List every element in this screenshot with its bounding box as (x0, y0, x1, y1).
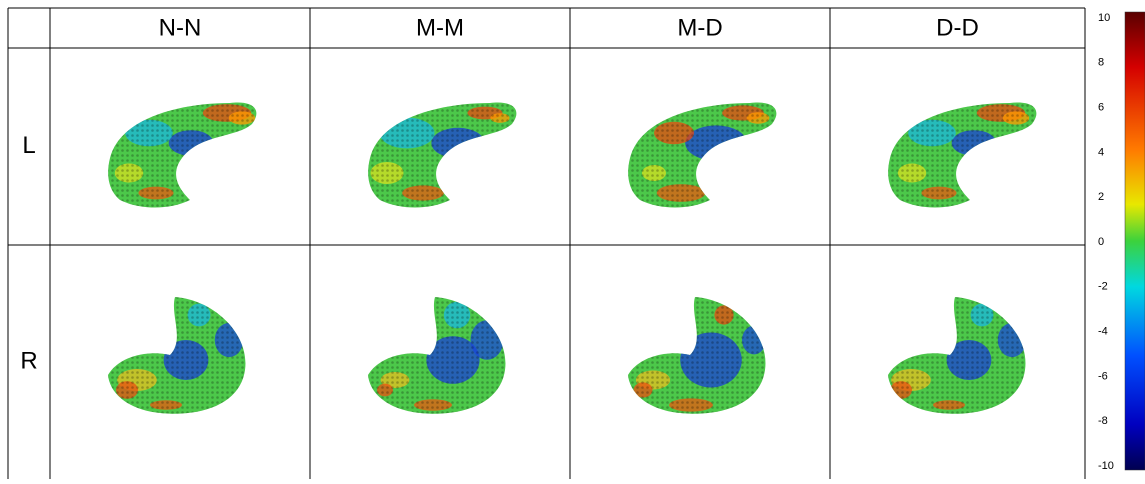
colorbar-tick-label: -2 (1098, 281, 1108, 293)
shape-image (570, 245, 830, 479)
colorbar-tick-label: -4 (1098, 326, 1108, 338)
colorbar-tick-label: 0 (1098, 236, 1104, 248)
shape-image (570, 48, 830, 288)
colorbar-tick-label: 10 (1098, 12, 1110, 24)
column-header: M-D (677, 14, 722, 41)
shape-image (310, 245, 570, 479)
shape-image (830, 245, 1090, 479)
figure: N-N M-M M-D D-D L R 10 8 6 4 2 0 -2 -4 -6 -8 -10 (0, 0, 1145, 479)
row-header: L (22, 132, 35, 159)
column-header: N-N (159, 14, 202, 41)
colorbar-tick-label: 8 (1098, 57, 1104, 69)
column-header: M-M (416, 14, 464, 41)
colorbar-tick-label: 4 (1098, 146, 1104, 158)
shape-image (830, 48, 1090, 288)
shape-image (50, 245, 310, 479)
shape-image (310, 48, 570, 288)
colorbar-tick-label: 6 (1098, 102, 1104, 114)
colorbar-tick-label: -6 (1098, 370, 1108, 382)
colorbar (1125, 12, 1145, 470)
colorbar-tick-label: 2 (1098, 191, 1104, 203)
shape-image (50, 48, 310, 288)
column-header: D-D (936, 14, 979, 41)
row-header: R (20, 347, 37, 374)
colorbar-tick-label: -10 (1098, 460, 1114, 472)
colorbar-tick-label: -8 (1098, 415, 1108, 427)
